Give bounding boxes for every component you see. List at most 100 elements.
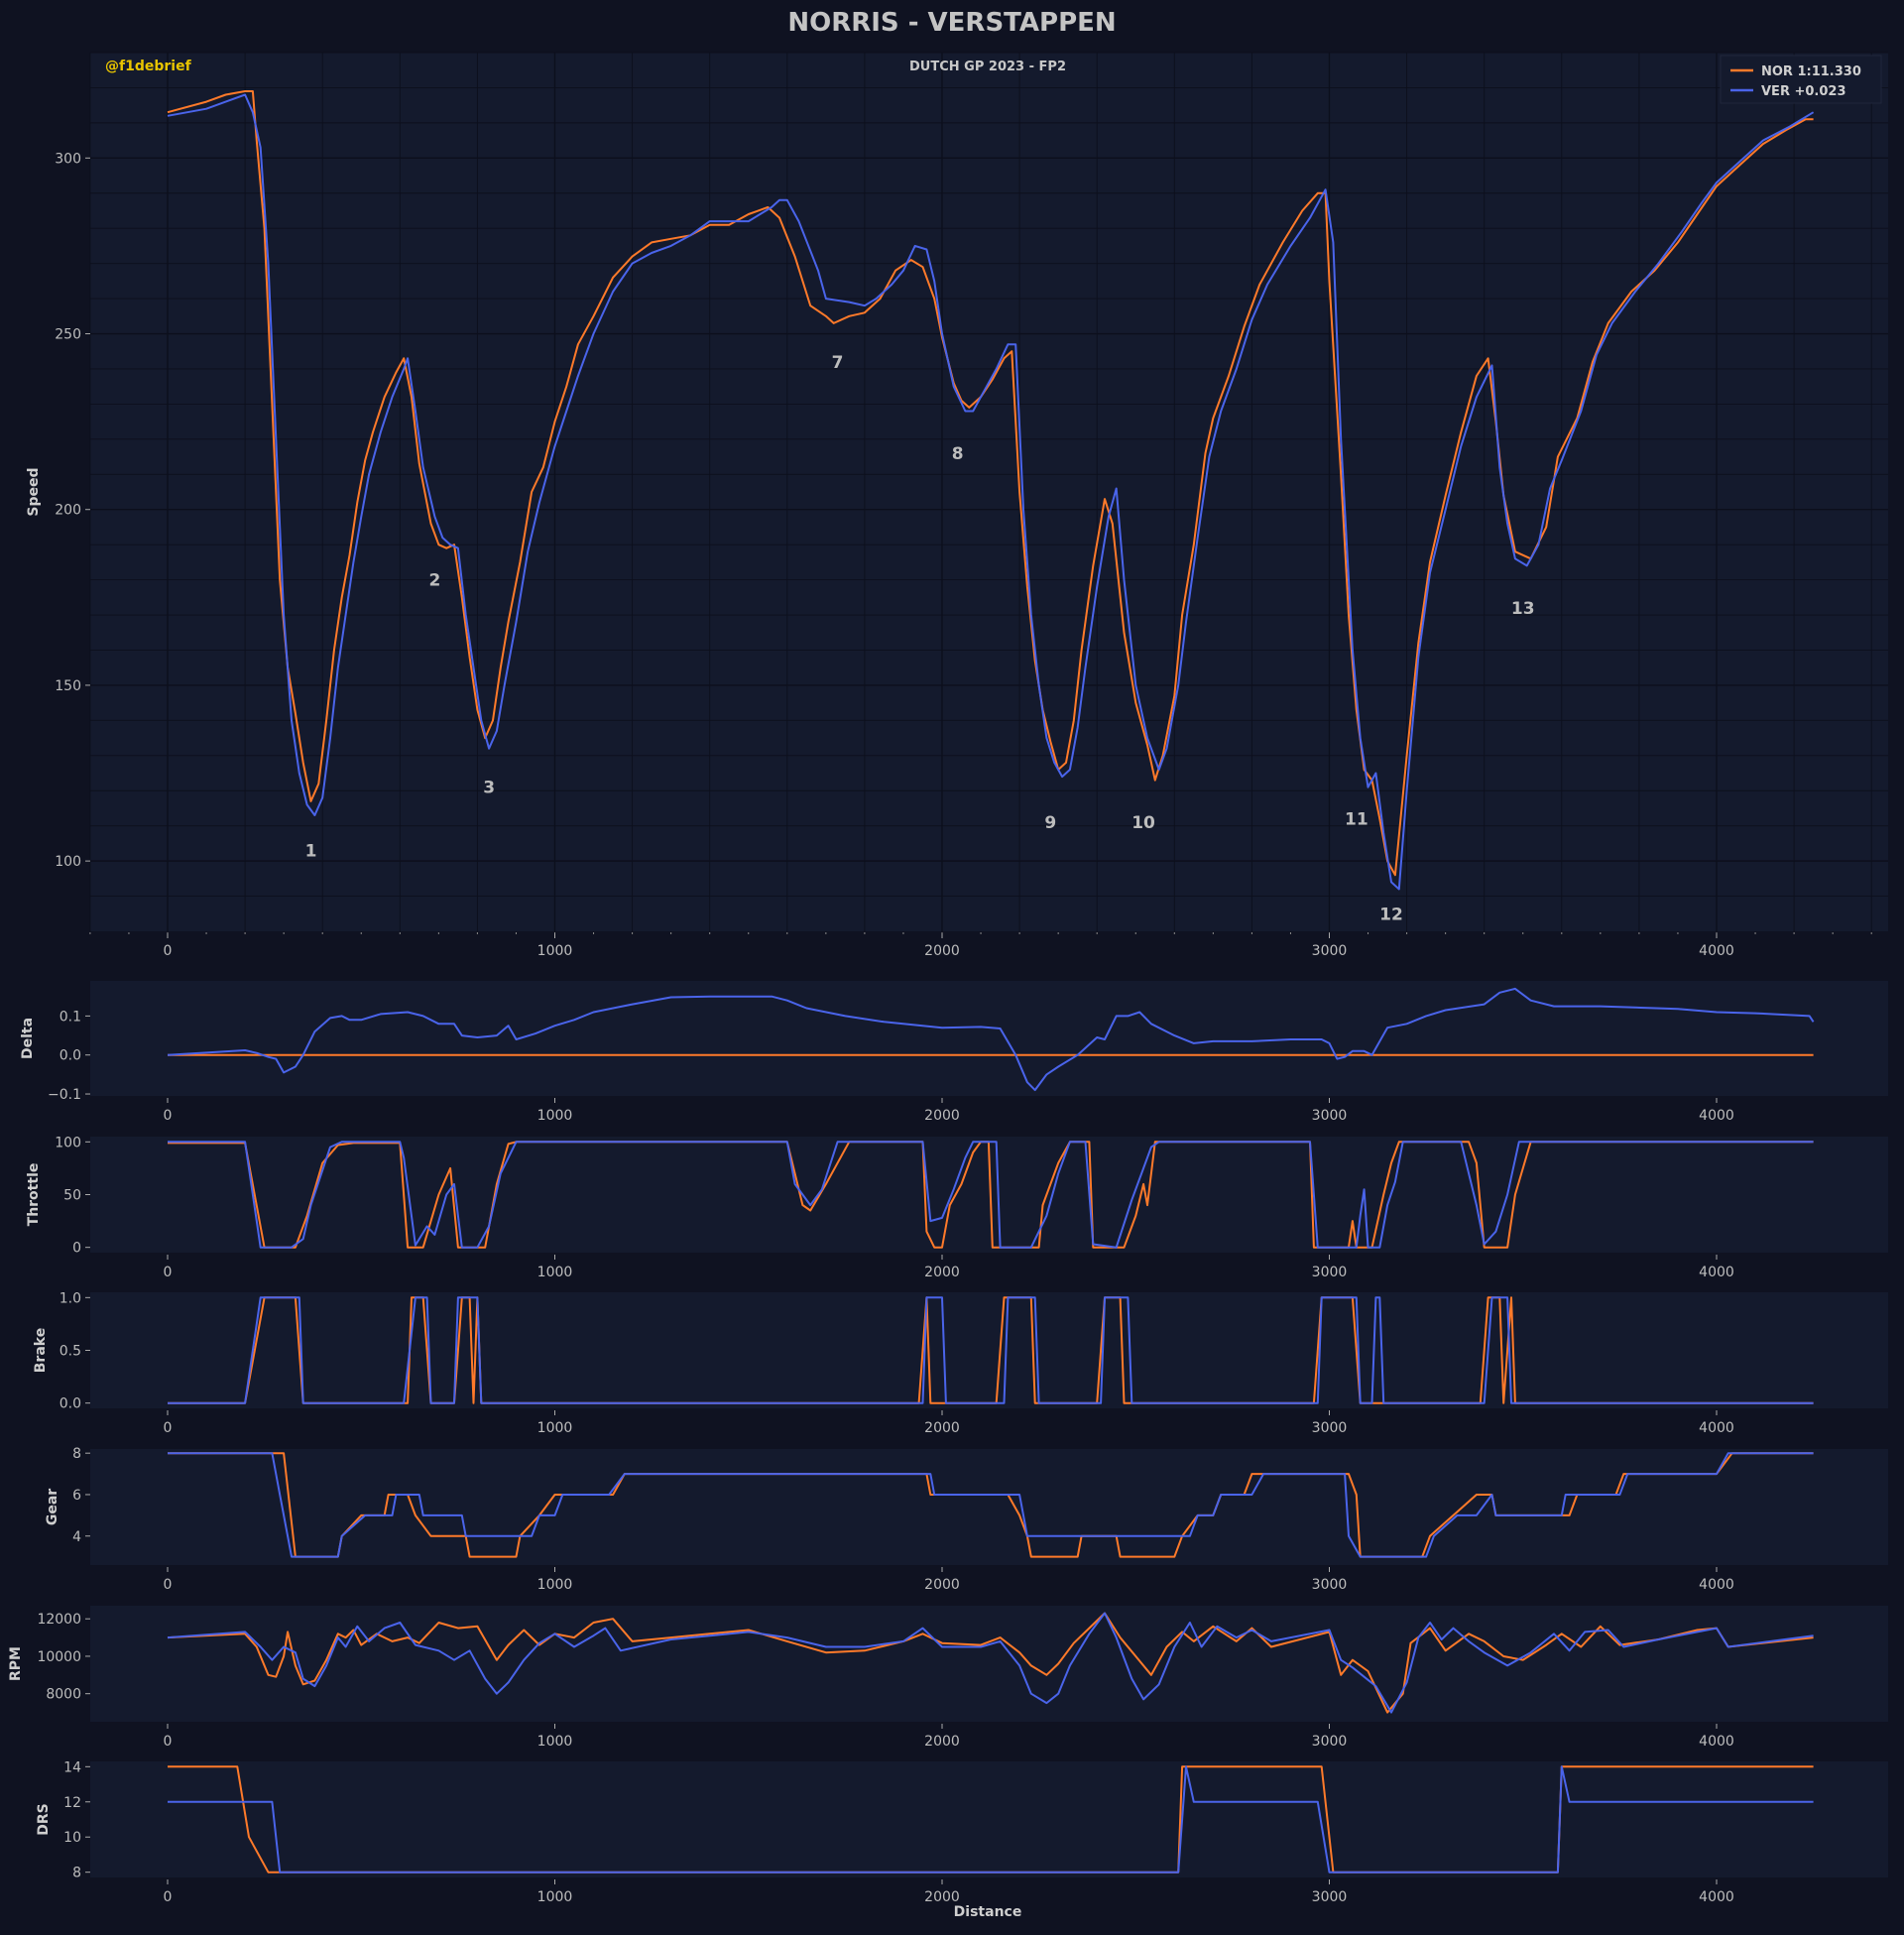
series-line-nor-throttle: [168, 1141, 1814, 1249]
y-tick-label: 0.0: [60, 1048, 81, 1064]
x-tick-label: 4000: [1699, 1108, 1734, 1124]
panel-delta: [90, 981, 1888, 1096]
x-tick-label: 3000: [1312, 943, 1348, 959]
y-tick-label: 10000: [37, 1649, 81, 1665]
x-tick-label: 2000: [924, 943, 960, 959]
y-tick-label: 250: [55, 327, 81, 343]
y-tick-label: 8000: [46, 1687, 81, 1703]
panel-speed: [90, 53, 1888, 931]
corner-label: 8: [952, 444, 964, 464]
x-tick-label: 1000: [537, 1577, 573, 1593]
x-tick-label: 1000: [537, 1420, 573, 1436]
y-tick-label: 4: [72, 1529, 81, 1545]
panel-brake: [90, 1292, 1888, 1408]
x-tick-label: 0: [164, 1734, 173, 1750]
y-tick-label: 0.5: [60, 1344, 81, 1360]
y-axis-label: Speed: [26, 467, 42, 516]
x-tick-label: 0: [164, 943, 173, 959]
x-tick-label: 0: [164, 1265, 173, 1280]
panel-drs: [90, 1761, 1888, 1877]
corner-label: 1: [305, 841, 317, 861]
y-axis-label: Delta: [20, 1018, 36, 1059]
x-tick-label: 2000: [924, 1265, 960, 1280]
y-tick-label: −0.1: [48, 1087, 81, 1103]
x-tick-label: 0: [164, 1420, 173, 1436]
y-tick-label: 14: [63, 1759, 81, 1775]
series-line-ver-drs: [168, 1765, 1814, 1874]
x-tick-label: 1000: [537, 943, 573, 959]
x-tick-label: 0: [164, 1889, 173, 1905]
corner-label: 12: [1379, 905, 1403, 924]
x-tick-label: 4000: [1699, 1577, 1734, 1593]
series-line-nor-gear: [168, 1452, 1814, 1558]
x-tick-label: 4000: [1699, 1889, 1734, 1905]
y-axis-label: Brake: [33, 1328, 49, 1373]
x-tick-label: 2000: [924, 1577, 960, 1593]
x-tick-label: 1000: [537, 1889, 573, 1905]
x-tick-label: 4000: [1699, 1420, 1734, 1436]
panel-rpm: [90, 1606, 1888, 1722]
corner-label: 10: [1131, 813, 1155, 833]
y-tick-label: 8: [72, 1446, 81, 1462]
watermark: @f1debrief: [105, 59, 192, 74]
y-axis-label: Gear: [45, 1489, 60, 1525]
series-line-ver-brake: [168, 1296, 1814, 1404]
x-tick-label: 3000: [1312, 1889, 1348, 1905]
y-tick-label: 0.0: [60, 1396, 81, 1412]
x-tick-label: 3000: [1312, 1265, 1348, 1280]
series-line-ver-rpm: [167, 1612, 1814, 1714]
y-tick-label: 200: [55, 503, 81, 519]
y-tick-label: 6: [72, 1488, 81, 1504]
y-tick-label: 0: [72, 1241, 81, 1257]
y-tick-label: 0.1: [60, 1009, 81, 1025]
legend-label-nor: NOR 1:11.330: [1761, 64, 1861, 79]
y-tick-label: 100: [55, 854, 81, 870]
corner-label: 13: [1511, 599, 1535, 619]
x-tick-label: 4000: [1699, 943, 1734, 959]
y-tick-label: 10: [63, 1830, 81, 1846]
x-tick-label: 1000: [537, 1265, 573, 1280]
x-tick-label: 3000: [1312, 1577, 1348, 1593]
y-tick-label: 150: [55, 678, 81, 694]
series-line-ver-delta: [167, 987, 1815, 1092]
series-line-ver-gear: [168, 1452, 1814, 1558]
x-tick-label: 2000: [924, 1420, 960, 1436]
y-axis-label: Throttle: [26, 1163, 42, 1227]
x-tick-label: 1000: [537, 1734, 573, 1750]
x-axis-label: Distance: [954, 1904, 1022, 1920]
x-tick-label: 2000: [924, 1734, 960, 1750]
legend-label-ver: VER +0.023: [1761, 84, 1846, 99]
y-tick-label: 12000: [37, 1612, 81, 1628]
chart-title: NORRIS - VERSTAPPEN: [787, 8, 1117, 38]
series-line-nor-speed: [167, 90, 1814, 877]
corner-label: 9: [1044, 813, 1056, 833]
y-axis-label: DRS: [36, 1803, 52, 1835]
panel-gear: [90, 1449, 1888, 1565]
x-tick-label: 4000: [1699, 1734, 1734, 1750]
x-tick-label: 2000: [924, 1108, 960, 1124]
series-line-ver-throttle: [168, 1141, 1814, 1249]
y-tick-label: 100: [55, 1135, 81, 1150]
x-tick-label: 0: [164, 1577, 173, 1593]
y-tick-label: 12: [63, 1795, 81, 1811]
y-tick-label: 300: [55, 151, 81, 167]
corner-label: 2: [429, 571, 441, 591]
x-tick-label: 1000: [537, 1108, 573, 1124]
x-tick-label: 3000: [1312, 1420, 1348, 1436]
corner-label: 3: [483, 779, 495, 798]
x-tick-label: 3000: [1312, 1108, 1348, 1124]
x-tick-label: 2000: [924, 1889, 960, 1905]
y-axis-label: RPM: [8, 1646, 24, 1681]
corner-label: 7: [832, 353, 844, 373]
y-tick-label: 1.0: [60, 1290, 81, 1306]
corner-label: 11: [1345, 810, 1368, 830]
legend: [1720, 55, 1882, 104]
x-tick-label: 0: [164, 1108, 173, 1124]
series-line-ver-speed: [167, 93, 1815, 891]
subtitle: DUTCH GP 2023 - FP2: [909, 60, 1066, 74]
series-line-nor-rpm: [167, 1612, 1814, 1714]
x-tick-label: 4000: [1699, 1265, 1734, 1280]
y-tick-label: 8: [72, 1866, 81, 1881]
y-tick-label: 50: [63, 1188, 81, 1204]
